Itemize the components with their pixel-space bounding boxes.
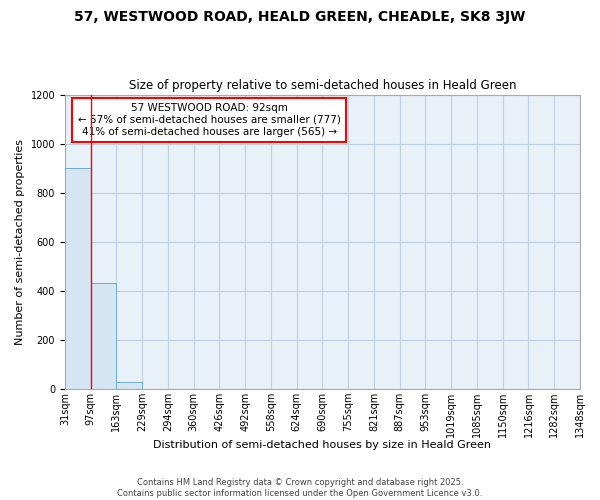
Bar (116, 382, 142, 389)
Text: 57 WESTWOOD ROAD: 92sqm
← 57% of semi-detached houses are smaller (777)
41% of s: 57 WESTWOOD ROAD: 92sqm ← 57% of semi-de… (77, 104, 341, 136)
X-axis label: Distribution of semi-detached houses by size in Heald Green: Distribution of semi-detached houses by … (154, 440, 491, 450)
Text: Contains HM Land Registry data © Crown copyright and database right 2025.
Contai: Contains HM Land Registry data © Crown c… (118, 478, 482, 498)
Bar (91, 284, 116, 389)
Y-axis label: Number of semi-detached properties: Number of semi-detached properties (15, 138, 25, 345)
Text: 57, WESTWOOD ROAD, HEALD GREEN, CHEADLE, SK8 3JW: 57, WESTWOOD ROAD, HEALD GREEN, CHEADLE,… (74, 10, 526, 24)
Title: Size of property relative to semi-detached houses in Heald Green: Size of property relative to semi-detach… (129, 79, 516, 92)
Bar (65, 168, 91, 389)
